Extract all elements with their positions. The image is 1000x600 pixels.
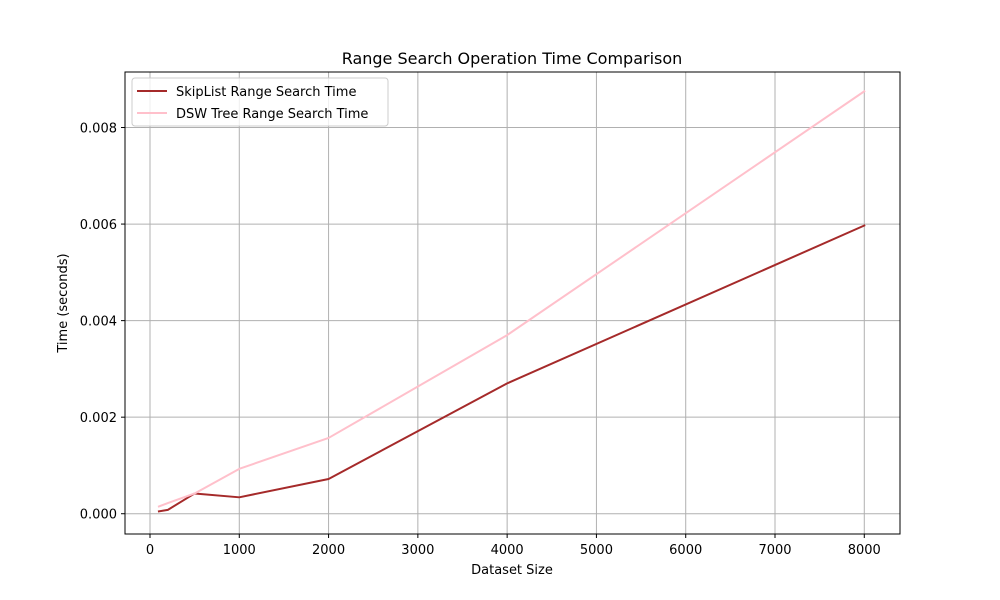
x-tick-label: 8000 [848, 543, 881, 558]
x-axis-ticks: 0 1000 2000 3000 4000 5000 6000 7000 8000 [146, 534, 881, 558]
y-tick-label: 0.002 [80, 411, 117, 426]
plot-frame [124, 71, 901, 535]
x-tick-label: 6000 [669, 543, 702, 558]
legend-label: SkipList Range Search Time [176, 85, 356, 100]
x-tick-label: 1000 [223, 543, 256, 558]
legend-box [131, 77, 389, 127]
legend-label: DSW Tree Range Search Time [176, 107, 368, 122]
y-tick-label: 0.008 [80, 122, 117, 137]
x-tick-label: 7000 [758, 543, 791, 558]
grid-lines [125, 72, 900, 534]
x-tick-label: 5000 [580, 543, 613, 558]
y-tick-label: 0.004 [80, 315, 117, 330]
y-axis-label: Time (seconds) [56, 253, 71, 353]
x-tick-label: 4000 [491, 543, 524, 558]
y-tick-label: 0.000 [80, 508, 117, 523]
series-lines [157, 89, 866, 513]
x-axis-label: Dataset Size [471, 563, 553, 578]
chart-title: Range Search Operation Time Comparison [342, 49, 683, 68]
legend: SkipList Range Search Time DSW Tree Range… [131, 77, 389, 127]
skiplist-range-search-time-line [157, 224, 866, 513]
x-tick-label: 2000 [312, 543, 345, 558]
y-tick-label: 0.006 [80, 218, 117, 233]
dsw-tree-range-search-time-line [157, 89, 866, 508]
x-tick-label: 3000 [401, 543, 434, 558]
y-axis-ticks: 0.000 0.002 0.004 0.006 0.008 [80, 122, 125, 523]
x-tick-label: 0 [146, 543, 154, 558]
